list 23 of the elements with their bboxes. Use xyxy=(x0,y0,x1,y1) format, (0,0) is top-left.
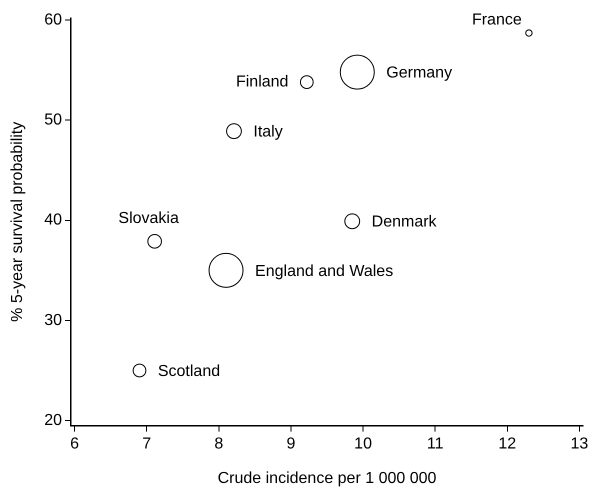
y-tick-label: 60 xyxy=(44,11,62,28)
y-tick-label: 40 xyxy=(44,212,62,229)
x-tick-label: 11 xyxy=(426,436,444,453)
y-axis-title: % 5-year survival probability xyxy=(9,122,26,322)
series-label: Germany xyxy=(386,64,452,82)
x-tick-label: 6 xyxy=(70,436,80,453)
y-tick-label: 20 xyxy=(44,412,62,429)
series-label: Italy xyxy=(253,124,283,141)
series-label: Denmark xyxy=(372,214,438,231)
series-label: Scotland xyxy=(158,362,220,380)
x-tick-label: 9 xyxy=(286,436,296,453)
x-tick-label: 7 xyxy=(142,436,152,453)
y-tick-label: 50 xyxy=(44,112,62,129)
x-tick-label: 8 xyxy=(214,436,224,453)
x-axis-title: Crude incidence per 1 000 000 xyxy=(218,470,437,487)
series-label: Finland xyxy=(236,74,288,90)
x-tick-label: 10 xyxy=(354,436,372,453)
series-label: France xyxy=(472,11,522,28)
series-label: Slovakia xyxy=(118,210,179,227)
x-tick-label: 13 xyxy=(570,436,588,453)
x-tick-label: 12 xyxy=(498,436,516,453)
series-label: England and Wales xyxy=(255,262,394,280)
y-tick-label: 30 xyxy=(44,312,62,329)
